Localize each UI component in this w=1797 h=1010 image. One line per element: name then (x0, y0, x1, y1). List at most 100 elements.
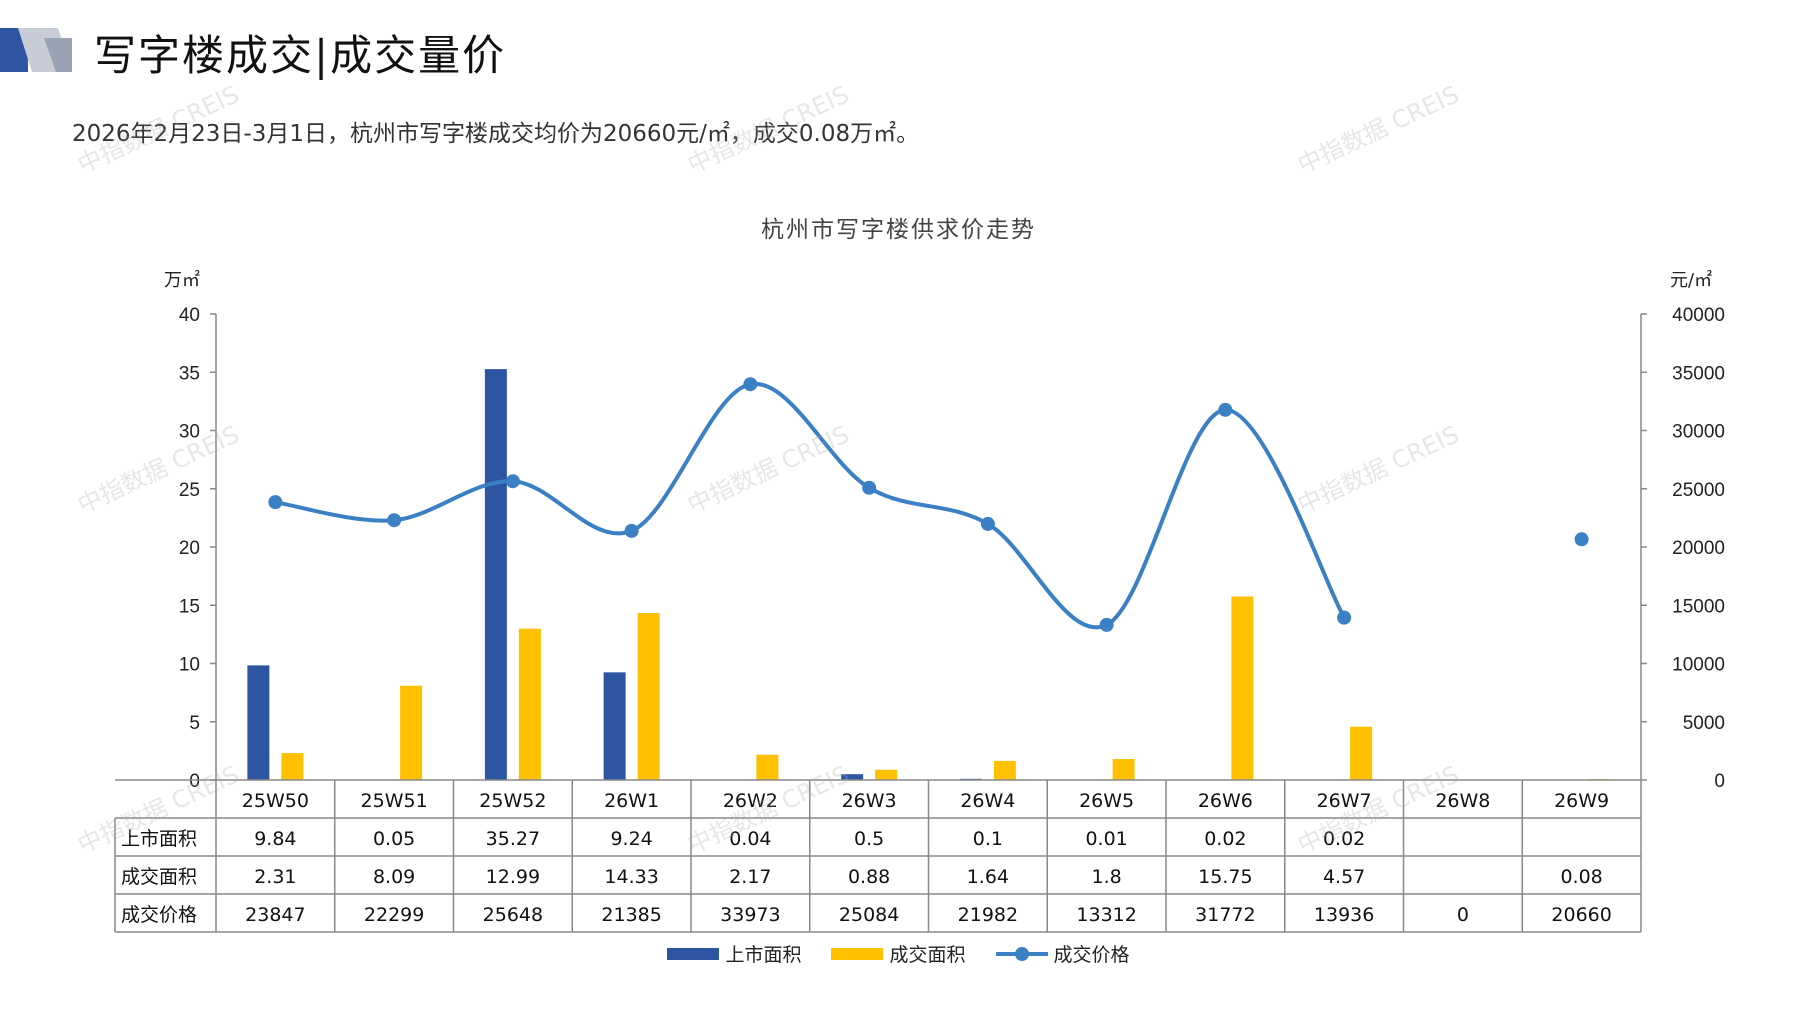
bar-deal-area (1350, 726, 1373, 780)
left-tick-label: 5 (189, 713, 200, 734)
table-cell: 0.04 (729, 828, 771, 850)
category-label: 25W52 (479, 790, 546, 812)
right-tick-label: 0 (1714, 771, 1725, 792)
legend-swatch-price (995, 946, 1048, 962)
table-cell: 8.09 (373, 866, 415, 888)
table-cell: 0.05 (373, 828, 415, 850)
price-point (1099, 617, 1114, 632)
table-cell: 35.27 (486, 828, 540, 850)
left-axis-unit: 万㎡ (164, 270, 200, 291)
right-tick-label: 25000 (1672, 480, 1725, 501)
table-cell: 9.24 (610, 828, 652, 850)
bar-deal-area (1231, 596, 1254, 780)
right-tick-label: 35000 (1672, 363, 1725, 384)
left-tick-label: 25 (179, 480, 200, 501)
chart-title: 杭州市写字楼供求价走势 (761, 217, 1036, 243)
category-label: 26W9 (1554, 790, 1609, 812)
table-cell: 13936 (1314, 904, 1374, 926)
table-cell: 0.01 (1085, 828, 1127, 850)
bar-deal-area (1112, 759, 1135, 780)
table-cell: 0.88 (848, 866, 890, 888)
title-decoration (0, 28, 72, 72)
legend-label-deal: 成交面积 (889, 944, 966, 966)
bar-supply-area (841, 774, 864, 780)
table-row-header: 上市面积 (121, 828, 197, 850)
category-label: 26W1 (604, 790, 659, 812)
price-point (1218, 402, 1233, 417)
table-cell: 1.8 (1092, 866, 1122, 888)
table-cell: 14.33 (604, 866, 658, 888)
right-tick-label: 20000 (1672, 538, 1725, 559)
legend-swatch-deal (831, 947, 884, 960)
price-point (1337, 610, 1352, 625)
category-label: 26W4 (960, 790, 1015, 812)
table-cell: 21982 (958, 904, 1018, 926)
right-tick-label: 40000 (1672, 305, 1725, 326)
left-tick-label: 40 (179, 305, 200, 326)
table-cell: 0.5 (854, 828, 884, 850)
left-tick-label: 0 (189, 771, 200, 792)
category-label: 25W51 (361, 790, 428, 812)
price-point (1574, 532, 1589, 547)
right-tick-label: 10000 (1672, 655, 1725, 676)
table-cell: 21385 (601, 904, 661, 926)
table-cell: 22299 (364, 904, 424, 926)
bar-deal-area (637, 613, 660, 780)
price-point (624, 523, 639, 538)
bar-deal-area (875, 769, 898, 780)
summary-text: 2026年2月23日-3月1日，杭州市写字楼成交均价为20660元/㎡，成交0.… (72, 121, 920, 147)
left-tick-label: 20 (179, 538, 200, 559)
bar-deal-area (281, 753, 304, 780)
table-cell: 31772 (1195, 904, 1255, 926)
table-cell: 20660 (1551, 904, 1611, 926)
table-cell: 2.17 (729, 866, 771, 888)
bar-deal-area (993, 760, 1016, 780)
right-tick-label: 30000 (1672, 422, 1725, 443)
table-cell: 13312 (1076, 904, 1136, 926)
table-cell: 0.08 (1560, 866, 1602, 888)
category-label: 26W7 (1317, 790, 1372, 812)
left-tick-label: 10 (179, 655, 200, 676)
legend-item-deal: 成交面积 (831, 940, 966, 967)
price-point (743, 377, 758, 392)
bar-supply-area (484, 369, 507, 780)
category-label: 26W5 (1079, 790, 1134, 812)
legend-item-supply: 上市面积 (667, 940, 801, 967)
price-point (268, 495, 283, 510)
table-cell: 0 (1457, 904, 1469, 926)
page-title: 写字楼成交|成交量价 (94, 31, 507, 80)
table-cell: 23847 (245, 904, 305, 926)
category-label: 25W50 (242, 790, 309, 812)
right-tick-label: 5000 (1683, 713, 1725, 734)
bar-deal-area (518, 628, 541, 780)
category-label: 26W3 (842, 790, 897, 812)
left-tick-label: 15 (179, 596, 200, 617)
bar-supply-area (603, 672, 626, 780)
table-cell: 4.57 (1323, 866, 1365, 888)
price-point (505, 474, 520, 489)
chart-legend: 上市面积 成交面积 成交价格 (0, 940, 1797, 967)
price-point (980, 516, 995, 531)
table-cell: 9.84 (254, 828, 296, 850)
table-cell: 0.1 (973, 828, 1003, 850)
table-cell: 12.99 (486, 866, 540, 888)
table-cell: 1.64 (967, 866, 1009, 888)
category-label: 26W8 (1435, 790, 1490, 812)
table-cell: 33973 (720, 904, 780, 926)
price-line (275, 382, 1346, 630)
left-tick-label: 30 (179, 422, 200, 443)
price-point (862, 480, 877, 495)
right-axis-unit: 元/㎡ (1670, 270, 1713, 291)
category-label: 26W6 (1198, 790, 1253, 812)
price-point (387, 513, 402, 528)
table-cell: 2.31 (254, 866, 296, 888)
bar-deal-area (756, 754, 779, 780)
table-cell: 0.02 (1204, 828, 1246, 850)
legend-label-price: 成交价格 (1053, 944, 1130, 966)
table-cell: 15.75 (1198, 866, 1252, 888)
category-label: 26W2 (723, 790, 778, 812)
table-cell: 25648 (483, 904, 543, 926)
right-tick-label: 15000 (1672, 596, 1725, 617)
left-tick-label: 35 (179, 363, 200, 384)
